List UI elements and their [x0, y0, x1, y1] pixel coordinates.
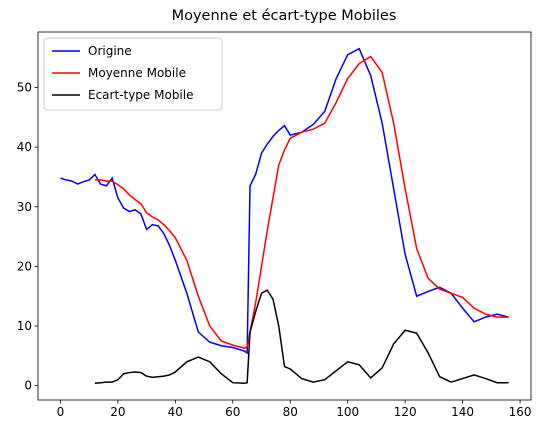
legend-label: Ecart-type Mobile	[88, 88, 194, 102]
y-tick-label: 20	[17, 259, 32, 273]
y-tick-label: 30	[17, 200, 32, 214]
x-tick-label: 140	[451, 405, 474, 419]
x-tick-label: 60	[225, 405, 240, 419]
x-tick-label: 20	[110, 405, 125, 419]
y-tick-label: 0	[24, 379, 32, 393]
series-line	[94, 55, 509, 349]
series-line	[60, 47, 509, 355]
y-tick-label: 10	[17, 319, 32, 333]
x-tick-label: 100	[336, 405, 359, 419]
legend-label: Origine	[88, 44, 132, 58]
chart-title: Moyenne et écart-type Mobiles	[172, 8, 397, 24]
x-tick-label: 80	[283, 405, 298, 419]
series-line	[94, 289, 509, 385]
x-tick-label: 40	[168, 405, 183, 419]
legend-label: Moyenne Mobile	[88, 66, 186, 80]
x-tick-label: 160	[509, 405, 532, 419]
legend-box	[43, 37, 223, 111]
y-tick-label: 40	[17, 140, 32, 154]
x-tick-label: 0	[57, 405, 65, 419]
x-tick-label: 120	[394, 405, 417, 419]
plot-frame	[37, 31, 532, 401]
y-tick-label: 50	[17, 80, 32, 94]
